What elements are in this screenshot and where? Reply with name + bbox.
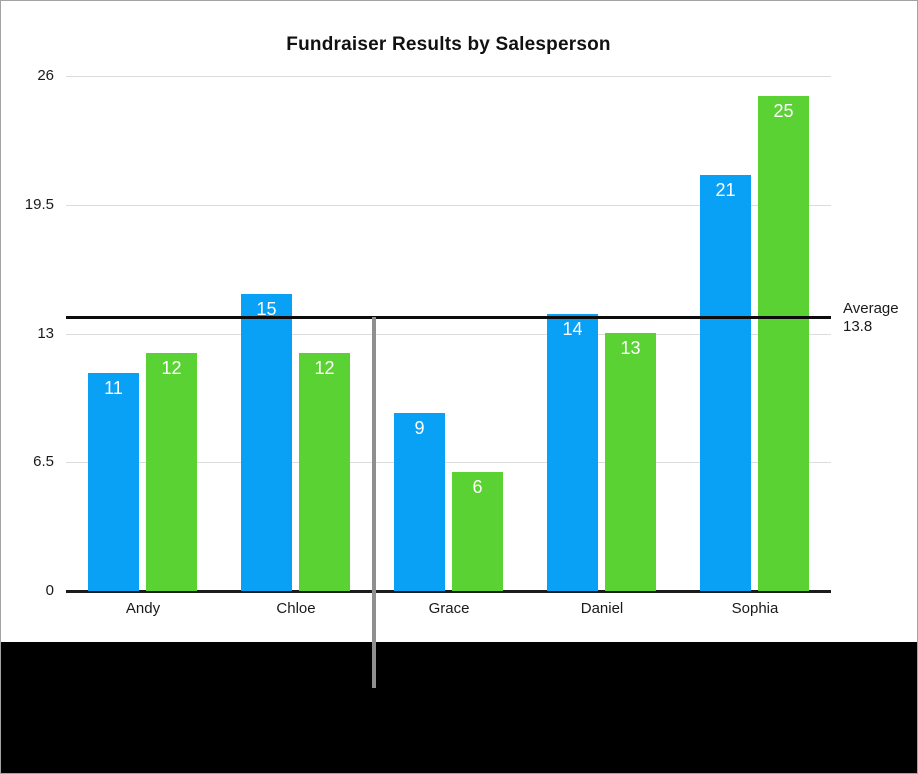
x-axis-line	[66, 590, 831, 593]
gridline-6.5	[66, 462, 831, 463]
bar-series-green-sophia: 25	[758, 96, 809, 591]
bar-series-green-grace: 6	[452, 472, 503, 591]
x-label-grace: Grace	[428, 600, 470, 617]
bar-series-green-chloe: 12	[299, 353, 350, 591]
bar-series-blue-sophia: 21	[700, 175, 751, 591]
average-label-text: Average	[843, 300, 899, 317]
bottom-black-strip	[1, 642, 917, 773]
y-tick-label-13: 13	[37, 325, 54, 342]
bar-value-label: 12	[161, 358, 182, 378]
bar-series-green-daniel: 13	[605, 333, 656, 591]
y-tick-label-26: 26	[37, 67, 54, 84]
gridline-19.5	[66, 205, 831, 206]
bar-value-label: 15	[256, 299, 277, 319]
bar-series-blue-andy: 11	[88, 373, 139, 591]
x-label-chloe: Chloe	[276, 600, 316, 617]
y-tick-label-6.5: 6.5	[33, 453, 54, 470]
y-tick-label-19.5: 19.5	[24, 196, 54, 213]
bar-value-label: 11	[104, 378, 123, 398]
chart-title: Fundraiser Results by Salesperson	[286, 34, 611, 55]
average-value-text: 13.8	[843, 318, 873, 335]
x-label-daniel: Daniel	[580, 600, 624, 617]
gridline-26	[66, 76, 831, 77]
average-line-label: Average 13.8	[843, 300, 899, 336]
gridline-13	[66, 334, 831, 335]
bar-value-label: 13	[620, 338, 641, 358]
average-reference-line	[66, 316, 831, 319]
bar-value-label: 25	[773, 101, 794, 121]
x-label-sophia: Sophia	[731, 600, 779, 617]
bar-series-blue-chloe: 15	[241, 294, 292, 591]
bar-value-label: 12	[314, 358, 335, 378]
bar-value-label: 6	[472, 477, 483, 497]
bar-series-blue-grace: 9	[394, 413, 445, 591]
bar-series-blue-daniel: 14	[547, 314, 598, 591]
bar-series-green-andy: 12	[146, 353, 197, 591]
bar-value-label: 14	[562, 319, 583, 339]
bar-value-label: 9	[414, 418, 425, 438]
vertical-cursor-line	[372, 317, 376, 688]
y-tick-label-0: 0	[45, 582, 54, 599]
bar-value-label: 21	[715, 180, 736, 200]
x-label-andy: Andy	[125, 600, 161, 617]
